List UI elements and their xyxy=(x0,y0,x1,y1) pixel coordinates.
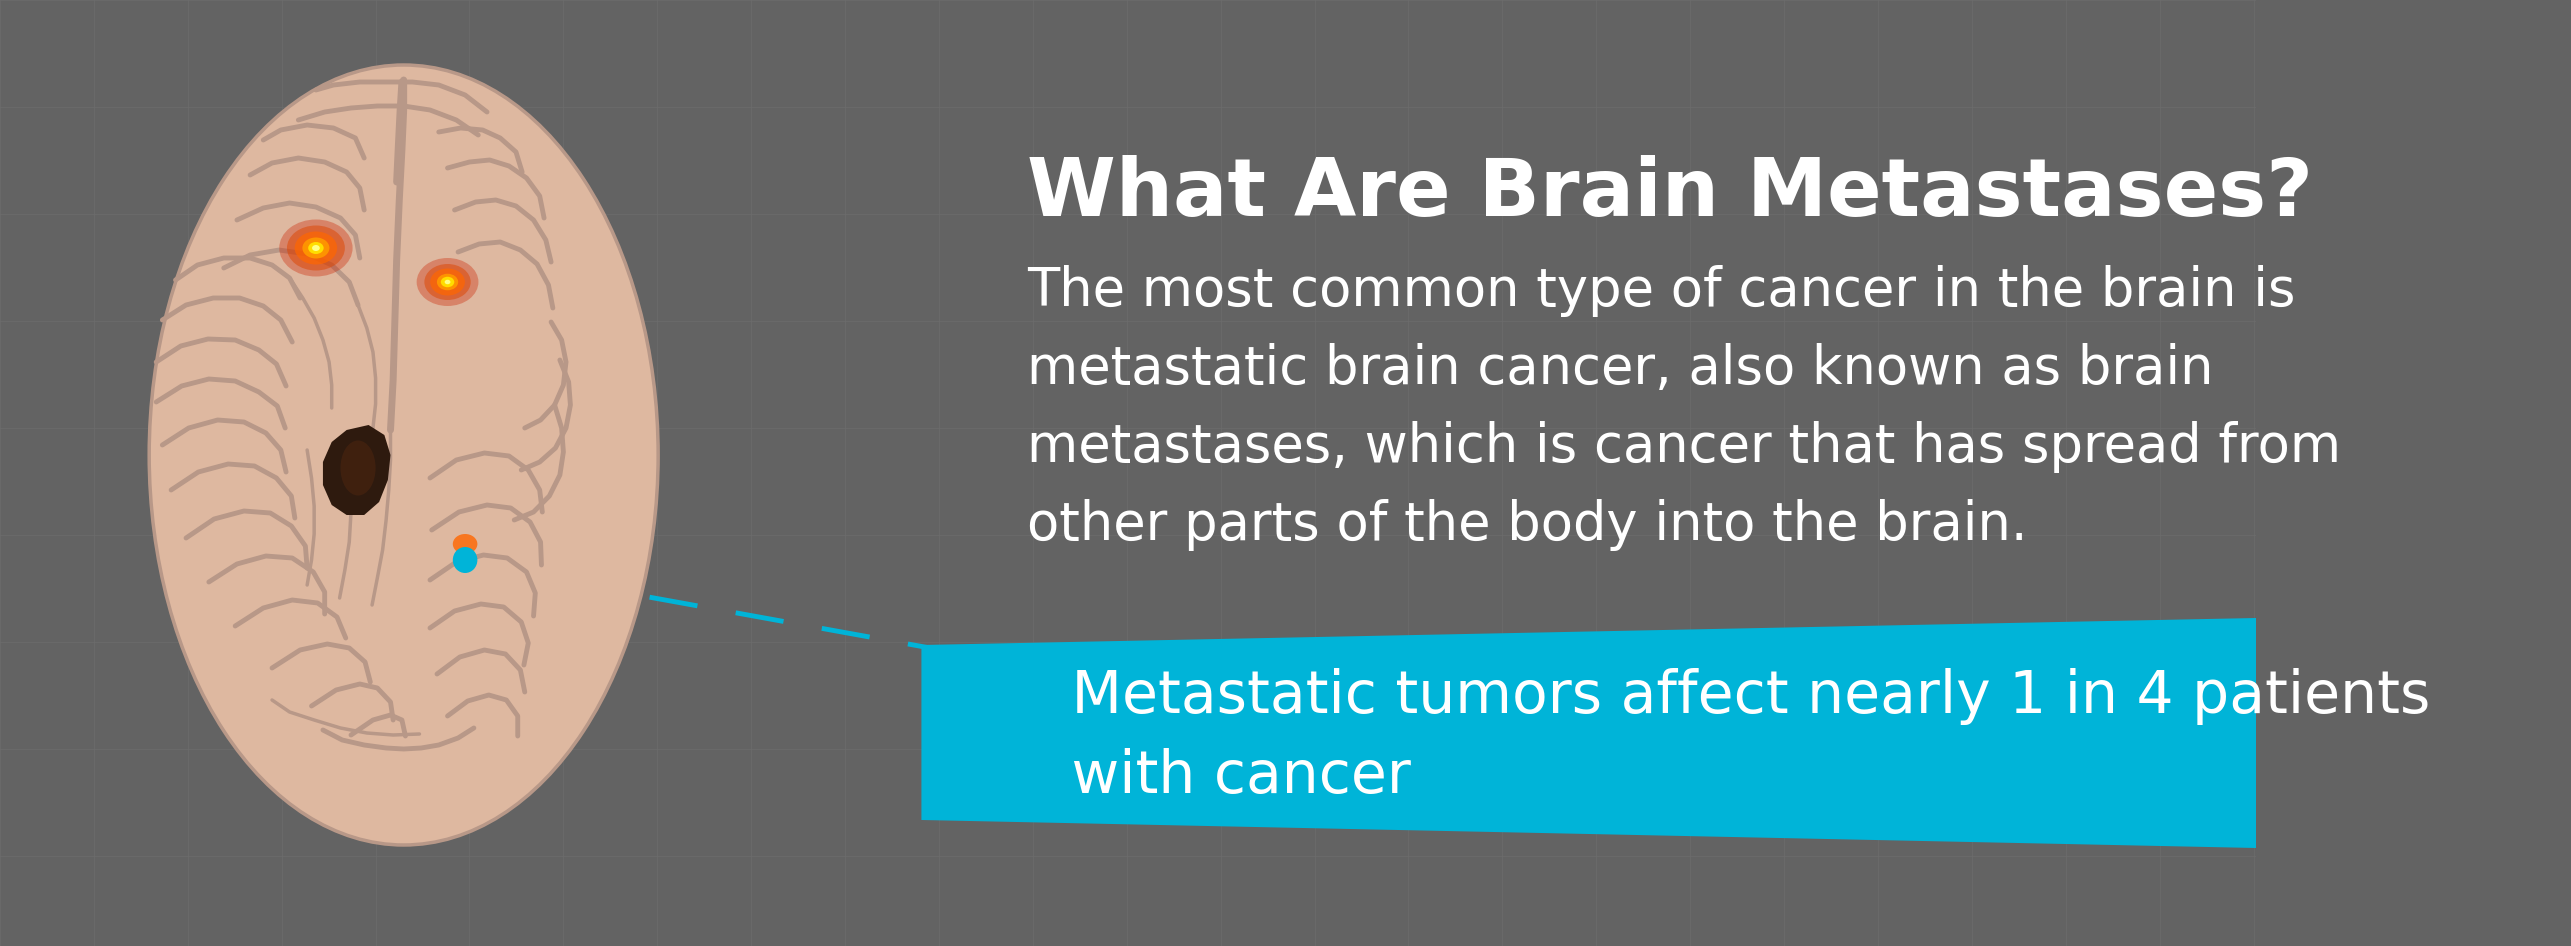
Text: Metastatic tumors affect nearly 1 in 4 patients: Metastatic tumors affect nearly 1 in 4 p… xyxy=(1054,668,2430,725)
Ellipse shape xyxy=(437,273,458,290)
Ellipse shape xyxy=(280,219,352,276)
Text: metastases, which is cancer that has spread from: metastases, which is cancer that has spr… xyxy=(1026,421,2340,473)
Ellipse shape xyxy=(309,242,324,254)
Ellipse shape xyxy=(424,264,470,300)
Text: What Are Brain Metastases?: What Are Brain Metastases? xyxy=(1026,155,2314,233)
Ellipse shape xyxy=(452,534,478,554)
Ellipse shape xyxy=(303,237,329,258)
Ellipse shape xyxy=(311,245,319,251)
Text: with cancer: with cancer xyxy=(1054,748,1411,805)
Ellipse shape xyxy=(445,280,450,284)
Polygon shape xyxy=(920,618,2257,848)
Text: The most common type of cancer in the brain is: The most common type of cancer in the br… xyxy=(1026,265,2296,317)
Ellipse shape xyxy=(417,258,478,306)
Text: other parts of the body into the brain.: other parts of the body into the brain. xyxy=(1026,499,2029,551)
Ellipse shape xyxy=(149,65,658,845)
Ellipse shape xyxy=(339,441,375,496)
Ellipse shape xyxy=(296,232,337,265)
Ellipse shape xyxy=(429,269,465,295)
Ellipse shape xyxy=(288,225,345,271)
Ellipse shape xyxy=(440,277,455,288)
Text: metastatic brain cancer, also known as brain: metastatic brain cancer, also known as b… xyxy=(1026,343,2214,395)
Polygon shape xyxy=(324,425,391,515)
Ellipse shape xyxy=(452,547,478,573)
